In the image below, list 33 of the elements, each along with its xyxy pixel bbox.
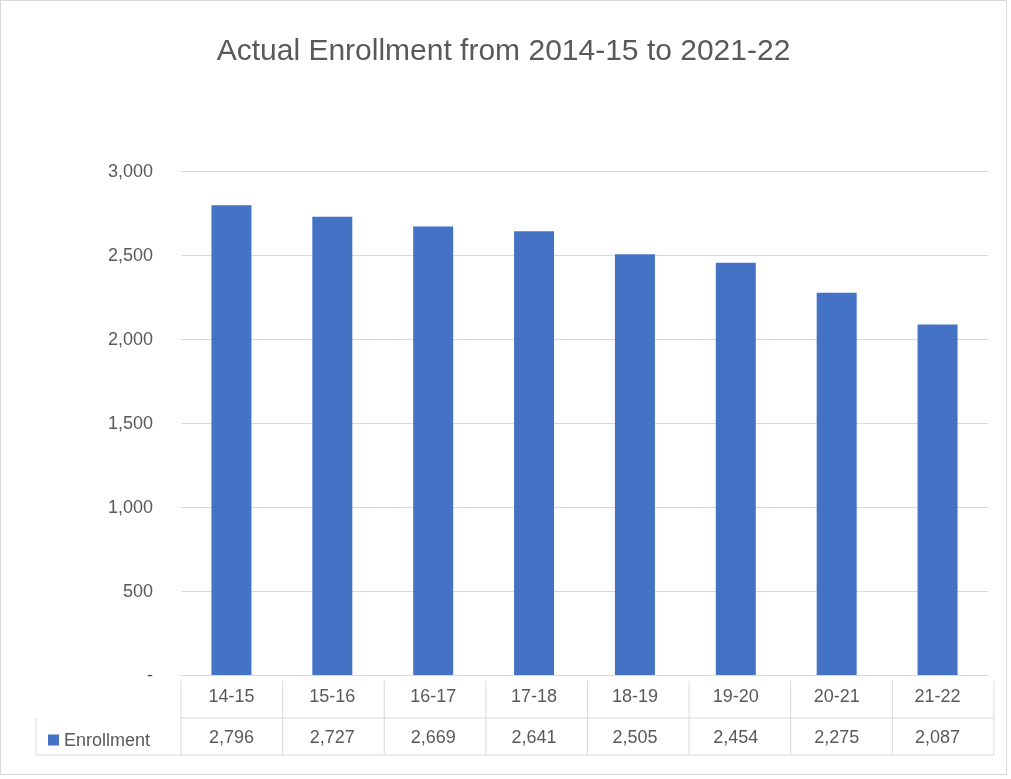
x-tick-label: 14-15 <box>208 686 255 706</box>
data-label: 2,641 <box>511 726 557 747</box>
y-tick-label: 2,000 <box>107 329 153 349</box>
data-label: 2,796 <box>208 726 254 747</box>
bar <box>514 231 555 675</box>
y-tick-label: 3,000 <box>107 161 153 181</box>
x-tick-label: 18-19 <box>611 686 658 706</box>
data-label: 2,505 <box>612 726 658 747</box>
x-tick-label: 16-17 <box>410 686 457 706</box>
legend-label: Enrollment <box>64 730 151 750</box>
y-tick-label: 1,000 <box>107 497 153 517</box>
data-label: 2,727 <box>309 726 355 747</box>
x-tick-label: 19-20 <box>712 686 759 706</box>
chart-title: Actual Enrollment from 2014-15 to 2021-22 <box>216 32 791 66</box>
data-label: 2,275 <box>814 726 860 747</box>
bar <box>312 216 353 675</box>
data-label: 2,087 <box>915 726 961 747</box>
bar <box>413 226 454 675</box>
x-tick-label: 17-18 <box>511 686 558 706</box>
y-tick-label: 2,500 <box>107 245 153 265</box>
data-label: 2,454 <box>713 726 759 747</box>
y-tick-label: 1,500 <box>107 413 153 433</box>
y-tick-label: - <box>147 665 153 685</box>
bar <box>614 254 655 675</box>
y-tick-label: 500 <box>122 581 153 601</box>
data-label: 2,669 <box>410 726 456 747</box>
bar <box>917 324 958 675</box>
bar <box>816 292 857 675</box>
bar <box>715 262 756 675</box>
x-tick-label: 15-16 <box>309 686 356 706</box>
bar <box>211 205 252 675</box>
x-tick-label: 20-21 <box>813 686 860 706</box>
x-tick-label: 21-22 <box>914 686 961 706</box>
